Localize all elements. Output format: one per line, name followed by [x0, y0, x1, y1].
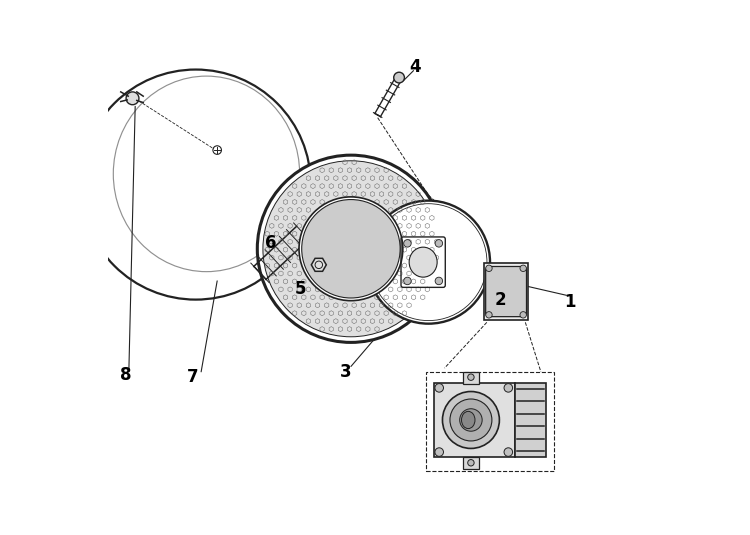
Circle shape	[394, 72, 404, 83]
Circle shape	[435, 240, 442, 247]
Circle shape	[486, 311, 492, 318]
Circle shape	[520, 311, 526, 318]
Text: 5: 5	[294, 280, 306, 298]
Circle shape	[263, 160, 439, 337]
Bar	[433, 383, 514, 457]
Circle shape	[468, 374, 474, 380]
Circle shape	[299, 197, 403, 301]
Circle shape	[450, 399, 492, 441]
Bar	[426, 372, 554, 471]
Circle shape	[486, 265, 492, 271]
Circle shape	[302, 200, 400, 298]
Text: 8: 8	[121, 365, 132, 384]
Circle shape	[504, 448, 512, 456]
Circle shape	[468, 460, 474, 466]
Circle shape	[126, 92, 139, 105]
Circle shape	[435, 448, 443, 456]
Text: eReplacementParts.com: eReplacementParts.com	[286, 276, 464, 291]
Circle shape	[404, 240, 411, 247]
Circle shape	[257, 155, 445, 342]
Ellipse shape	[461, 411, 475, 429]
Text: 2: 2	[495, 291, 506, 309]
Circle shape	[435, 384, 443, 392]
Bar	[484, 264, 528, 320]
Circle shape	[435, 277, 442, 285]
Circle shape	[520, 265, 526, 271]
Text: 7: 7	[188, 368, 199, 386]
Circle shape	[367, 201, 490, 324]
Text: 6: 6	[265, 234, 277, 253]
Bar	[514, 383, 546, 457]
Circle shape	[460, 409, 482, 431]
Circle shape	[442, 392, 500, 448]
Text: 3: 3	[340, 363, 352, 381]
Text: 1: 1	[565, 293, 576, 311]
Bar	[463, 457, 479, 469]
Bar	[463, 372, 479, 384]
Circle shape	[404, 277, 411, 285]
FancyBboxPatch shape	[486, 266, 526, 317]
Text: 4: 4	[410, 58, 421, 76]
Ellipse shape	[410, 247, 437, 277]
Circle shape	[504, 384, 512, 392]
